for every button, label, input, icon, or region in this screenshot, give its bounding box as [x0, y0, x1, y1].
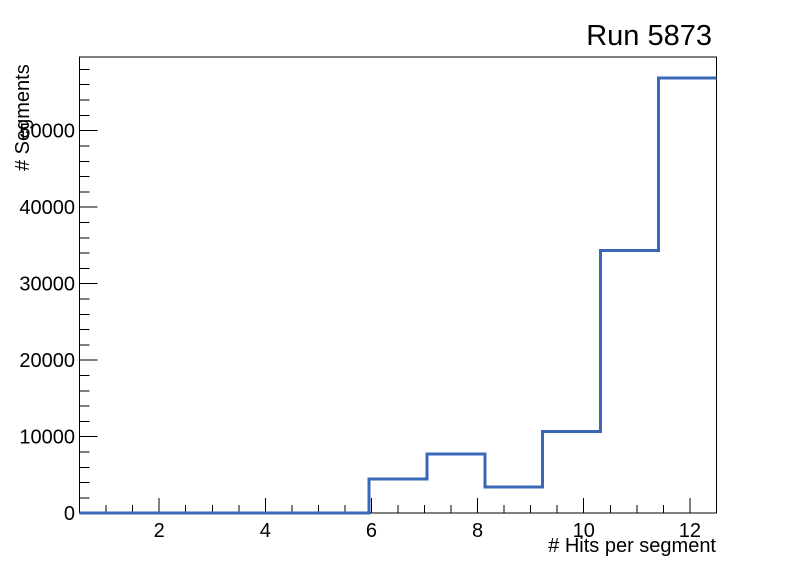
y-tick-label: 30000 [19, 274, 75, 296]
x-tick-label: 6 [366, 520, 377, 542]
y-tick-label: 0 [64, 503, 75, 525]
y-tick-label: 50000 [19, 121, 75, 143]
y-tick-label: 10000 [19, 427, 75, 449]
x-axis-title: # Hits per segment [548, 535, 716, 557]
y-tick-label: 20000 [19, 350, 75, 372]
x-tick-label: 10 [573, 520, 595, 542]
plot-frame [79, 56, 717, 514]
plot-title: Run 5873 [586, 20, 712, 52]
x-tick-label: 4 [260, 520, 271, 542]
x-tick-label: 12 [679, 520, 701, 542]
x-tick-label: 2 [154, 520, 165, 542]
histogram-step-line [79, 76, 717, 515]
x-tick-label: 8 [472, 520, 483, 542]
y-axis-title: # Segments [12, 64, 34, 171]
y-tick-label: 40000 [19, 197, 75, 219]
